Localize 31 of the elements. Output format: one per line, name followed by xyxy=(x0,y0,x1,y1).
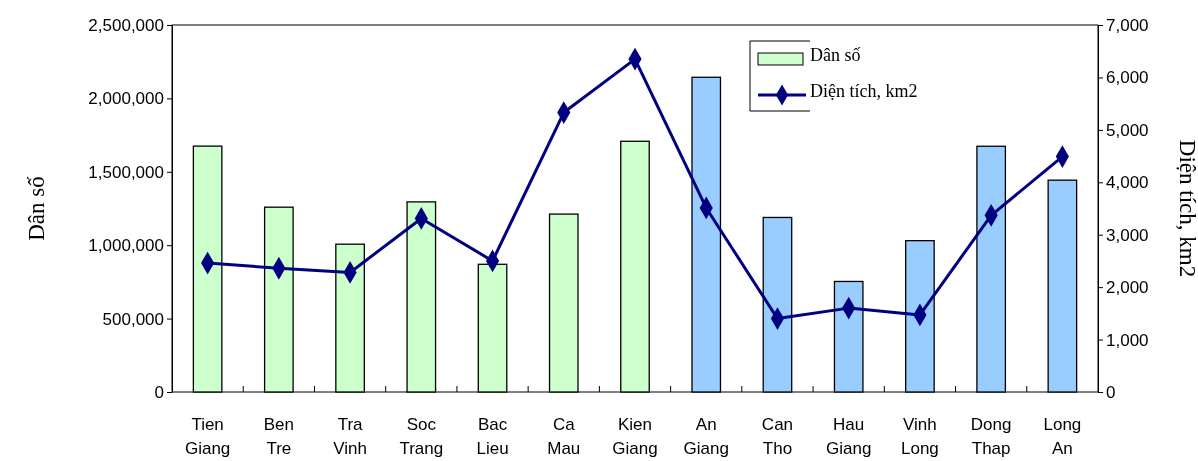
x-tick-label: Ben Tre xyxy=(263,415,294,458)
x-tick-label: Kien Giang xyxy=(612,415,658,458)
y2-tick-label: 2,000 xyxy=(1106,278,1149,298)
x-tick-label: Hau Giang xyxy=(826,415,872,458)
x-tick-label: Bac Lieu xyxy=(476,415,509,458)
legend-label: Dân số xyxy=(810,44,861,65)
y-tick-label: 0 xyxy=(154,382,164,402)
y-tick-label: 2,000,000 xyxy=(88,89,164,109)
x-tick-label: Soc Trang xyxy=(399,415,444,458)
y2-tick-label: 5,000 xyxy=(1106,120,1149,140)
x-tick-label: Tien Giang xyxy=(184,415,231,458)
legend-label: Diện tích, km2 xyxy=(810,80,918,101)
x-tick-label: Dong Thap xyxy=(970,415,1012,458)
y-tick-label: 500,000 xyxy=(102,309,164,329)
y-tick-label: 2,500,000 xyxy=(88,15,164,35)
y-tick-label: 1,000,000 xyxy=(88,236,164,256)
y2-tick-label: 0 xyxy=(1106,382,1116,402)
y-tick-label: 1,500,000 xyxy=(88,162,164,182)
y2-axis-title: Diện tích, km2 xyxy=(1175,139,1198,278)
y-axis-title: Dân số xyxy=(24,175,49,241)
x-tick-label: An Giang xyxy=(683,415,729,458)
x-tick-label: Ca Mau xyxy=(547,415,581,458)
x-tick-label: Long An xyxy=(1043,415,1082,458)
x-tick-label: Tra Vinh xyxy=(333,415,367,458)
y2-tick-label: 6,000 xyxy=(1106,68,1149,88)
y2-tick-label: 1,000 xyxy=(1106,330,1149,350)
y2-tick-label: 7,000 xyxy=(1106,15,1149,35)
y2-tick-label: 4,000 xyxy=(1106,173,1149,193)
x-tick-label: Vinh Long xyxy=(901,415,939,458)
y2-tick-label: 3,000 xyxy=(1106,225,1149,245)
x-tick-label: Can Tho xyxy=(761,415,794,458)
